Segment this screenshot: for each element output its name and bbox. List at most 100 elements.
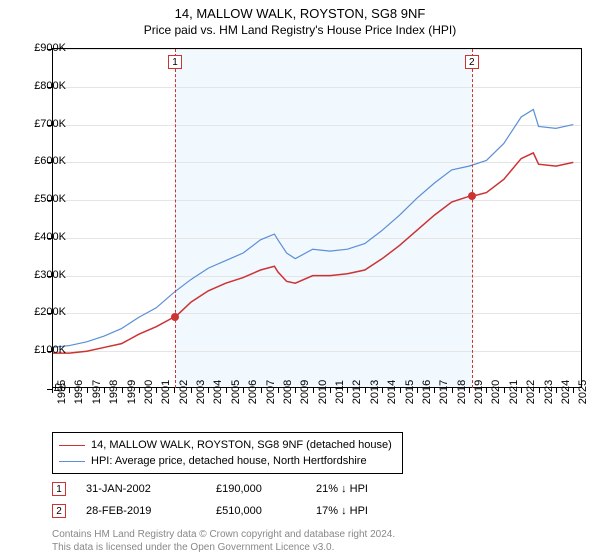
sales-marker-box: 1	[52, 482, 66, 496]
x-axis-label: 2018	[456, 380, 468, 404]
x-tick	[434, 388, 435, 393]
x-tick	[226, 388, 227, 393]
x-tick	[417, 388, 418, 393]
sales-price: £510,000	[216, 505, 316, 517]
x-tick	[313, 388, 314, 393]
x-tick	[539, 388, 540, 393]
chart-container: 14, MALLOW WALK, ROYSTON, SG8 9NF Price …	[0, 0, 600, 560]
y-axis	[52, 49, 53, 388]
x-tick	[573, 388, 574, 393]
sale-marker-label: 2	[465, 55, 479, 69]
y-axis-label: £600K	[34, 155, 66, 167]
x-tick	[330, 388, 331, 393]
x-axis-label: 1999	[126, 380, 138, 404]
x-axis-label: 2013	[369, 380, 381, 404]
legend-label: HPI: Average price, detached house, Nort…	[91, 455, 367, 467]
x-tick	[486, 388, 487, 393]
x-axis-label: 2025	[577, 380, 589, 404]
x-tick	[452, 388, 453, 393]
chart-title: 14, MALLOW WALK, ROYSTON, SG8 9NF	[0, 0, 600, 21]
x-axis-label: 2022	[525, 380, 537, 404]
x-tick	[278, 388, 279, 393]
footer: Contains HM Land Registry data © Crown c…	[52, 528, 395, 554]
chart-subtitle: Price paid vs. HM Land Registry's House …	[0, 21, 600, 37]
x-axis-label: 1996	[73, 380, 85, 404]
x-axis-label: 2007	[265, 380, 277, 404]
legend: 14, MALLOW WALK, ROYSTON, SG8 9NF (detac…	[52, 432, 403, 474]
x-axis-label: 1995	[56, 380, 68, 404]
x-axis-label: 2017	[438, 380, 450, 404]
x-tick	[122, 388, 123, 393]
y-axis-label: £700K	[34, 118, 66, 130]
x-axis-label: 2002	[178, 380, 190, 404]
x-tick	[191, 388, 192, 393]
x-tick	[382, 388, 383, 393]
legend-swatch	[59, 445, 85, 446]
x-axis-label: 2019	[473, 380, 485, 404]
x-axis-label: 1998	[108, 380, 120, 404]
x-axis-label: 2016	[421, 380, 433, 404]
x-axis-label: 2000	[143, 380, 155, 404]
x-tick	[104, 388, 105, 393]
sales-date: 28-FEB-2019	[86, 505, 216, 517]
x-axis-label: 2023	[543, 380, 555, 404]
x-axis-label: 2005	[230, 380, 242, 404]
x-tick	[261, 388, 262, 393]
x-tick	[400, 388, 401, 393]
x-axis-label: 2001	[160, 380, 172, 404]
x-axis-label: 1997	[91, 380, 103, 404]
x-tick	[365, 388, 366, 393]
x-axis-label: 2008	[282, 380, 294, 404]
x-tick	[208, 388, 209, 393]
sale-marker-label: 1	[168, 55, 182, 69]
x-tick	[243, 388, 244, 393]
sales-delta: 17% ↓ HPI	[316, 505, 416, 517]
y-axis-label: £500K	[34, 193, 66, 205]
x-tick	[87, 388, 88, 393]
x-axis-label: 2015	[404, 380, 416, 404]
sale-marker-dot	[171, 313, 179, 321]
x-axis-label: 2020	[490, 380, 502, 404]
x-axis-label: 2009	[299, 380, 311, 404]
series-line-hpi	[52, 109, 573, 347]
x-axis-label: 2012	[351, 380, 363, 404]
y-axis-label: £200K	[34, 306, 66, 318]
x-axis-label: 2021	[508, 380, 520, 404]
footer-line: Contains HM Land Registry data © Crown c…	[52, 528, 395, 541]
x-tick	[174, 388, 175, 393]
x-tick	[295, 388, 296, 393]
x-tick	[139, 388, 140, 393]
x-tick	[156, 388, 157, 393]
x-tick	[69, 388, 70, 393]
x-tick	[504, 388, 505, 393]
sales-price: £190,000	[216, 483, 316, 495]
x-tick	[556, 388, 557, 393]
sales-table: 1 31-JAN-2002 £190,000 21% ↓ HPI 2 28-FE…	[52, 478, 416, 522]
y-axis-label: £300K	[34, 269, 66, 281]
y-axis-label: £400K	[34, 231, 66, 243]
x-axis-label: 2014	[386, 380, 398, 404]
sales-row: 1 31-JAN-2002 £190,000 21% ↓ HPI	[52, 478, 416, 500]
x-tick	[521, 388, 522, 393]
footer-line: This data is licensed under the Open Gov…	[52, 541, 395, 554]
legend-item: HPI: Average price, detached house, Nort…	[59, 453, 392, 469]
x-axis-label: 2006	[247, 380, 259, 404]
legend-item: 14, MALLOW WALK, ROYSTON, SG8 9NF (detac…	[59, 437, 392, 453]
x-tick	[469, 388, 470, 393]
sale-marker-line	[175, 49, 176, 388]
chart-lines-svg	[52, 49, 581, 388]
x-axis-label: 2003	[195, 380, 207, 404]
sales-date: 31-JAN-2002	[86, 483, 216, 495]
sales-marker-box: 2	[52, 504, 66, 518]
x-axis-label: 2010	[317, 380, 329, 404]
sale-marker-line	[472, 49, 473, 388]
sale-marker-dot	[468, 192, 476, 200]
y-axis-label: £900K	[34, 42, 66, 54]
y-axis-label: £800K	[34, 80, 66, 92]
y-axis-label: £100K	[34, 344, 66, 356]
x-axis-label: 2011	[334, 380, 346, 404]
sales-delta: 21% ↓ HPI	[316, 483, 416, 495]
chart-plot-area: 12	[52, 48, 582, 388]
legend-swatch	[59, 461, 85, 462]
x-axis-label: 2004	[212, 380, 224, 404]
